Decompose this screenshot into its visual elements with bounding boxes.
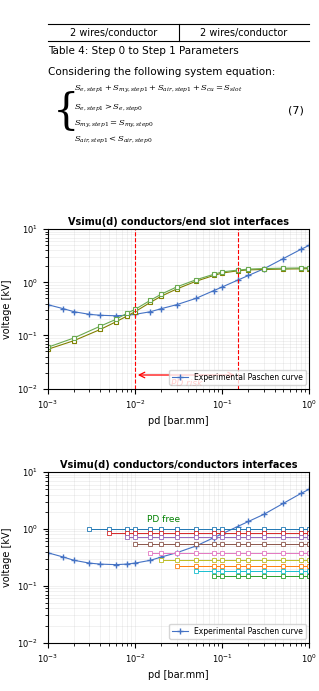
Experimental Paschen curve (114, 312, 118, 320)
Y-axis label: voltage [kV]: voltage [kV] (2, 527, 12, 587)
Experimental Paschen curve (114, 560, 118, 569)
X-axis label: pd [bar.mm]: pd [bar.mm] (148, 416, 209, 426)
Experimental Paschen curve (281, 500, 285, 508)
Experimental Paschen curve (299, 245, 303, 254)
Experimental Paschen curve (281, 254, 285, 263)
Experimental Paschen curve (61, 553, 65, 561)
Title: Vsimu(d) conductors/conductors interfaces: Vsimu(d) conductors/conductors interface… (60, 460, 297, 470)
Experimental Paschen curve (99, 311, 102, 319)
Experimental Paschen curve (72, 556, 76, 565)
Experimental Paschen curve (262, 265, 266, 273)
Experimental Paschen curve (236, 276, 240, 284)
Text: $S_{e,step1} + S_{my,step1} + S_{air,step1} + S_{cu} = S_{slot}$: $S_{e,step1} + S_{my,step1} + S_{air,ste… (74, 84, 242, 94)
Experimental Paschen curve (72, 307, 76, 316)
Experimental Paschen curve (125, 311, 129, 319)
Experimental Paschen curve (87, 310, 91, 319)
Text: Table 4: Step 0 to Step 1 Parameters: Table 4: Step 0 to Step 1 Parameters (48, 46, 239, 56)
Y-axis label: voltage [kV]: voltage [kV] (2, 279, 12, 339)
X-axis label: pd [bar.mm]: pd [bar.mm] (148, 670, 209, 681)
Text: (7): (7) (288, 106, 304, 116)
Experimental Paschen curve (247, 272, 250, 280)
Text: 2 wires/conductor: 2 wires/conductor (70, 28, 157, 37)
Experimental Paschen curve (212, 533, 216, 542)
Experimental Paschen curve (262, 510, 266, 518)
Experimental Paschen curve (236, 522, 240, 531)
Experimental Paschen curve (125, 560, 129, 568)
Legend: Experimental Paschen curve: Experimental Paschen curve (169, 370, 306, 385)
Experimental Paschen curve (87, 559, 91, 567)
Experimental Paschen curve (148, 556, 152, 565)
Experimental Paschen curve (148, 307, 152, 316)
Line: Experimental Paschen curve: Experimental Paschen curve (44, 486, 313, 568)
Experimental Paschen curve (175, 549, 179, 557)
Experimental Paschen curve (308, 241, 311, 249)
Legend: Experimental Paschen curve: Experimental Paschen curve (169, 624, 306, 638)
Experimental Paschen curve (212, 287, 216, 295)
Experimental Paschen curve (160, 553, 163, 561)
Experimental Paschen curve (133, 310, 137, 319)
Experimental Paschen curve (220, 529, 224, 538)
Text: PD free: PD free (147, 515, 180, 524)
Text: $S_{air,step1} < S_{air,step0}$: $S_{air,step1} < S_{air,step0}$ (74, 135, 152, 145)
Line: Experimental Paschen curve: Experimental Paschen curve (44, 242, 313, 319)
Experimental Paschen curve (61, 305, 65, 313)
Experimental Paschen curve (160, 305, 163, 313)
Experimental Paschen curve (46, 549, 50, 557)
Experimental Paschen curve (175, 301, 179, 309)
Experimental Paschen curve (99, 560, 102, 568)
Experimental Paschen curve (308, 485, 311, 493)
Text: Considering the following system equation:: Considering the following system equatio… (48, 67, 275, 77)
Experimental Paschen curve (299, 489, 303, 498)
Title: Vsimu(d) conductors/end slot interfaces: Vsimu(d) conductors/end slot interfaces (68, 217, 289, 227)
Text: 2 wires/conductor: 2 wires/conductor (200, 28, 288, 37)
Experimental Paschen curve (46, 301, 50, 309)
Text: {: { (53, 91, 79, 133)
Experimental Paschen curve (133, 559, 137, 567)
Text: PD risk: PD risk (171, 379, 202, 388)
Text: $S_{my,step1} = S_{my,step0}$: $S_{my,step1} = S_{my,step0}$ (74, 118, 154, 129)
Experimental Paschen curve (220, 283, 224, 291)
Experimental Paschen curve (247, 518, 250, 526)
Experimental Paschen curve (194, 542, 198, 550)
Experimental Paschen curve (194, 294, 198, 303)
Text: $S_{e,step1} > S_{e,step0}$: $S_{e,step1} > S_{e,step0}$ (74, 102, 143, 113)
